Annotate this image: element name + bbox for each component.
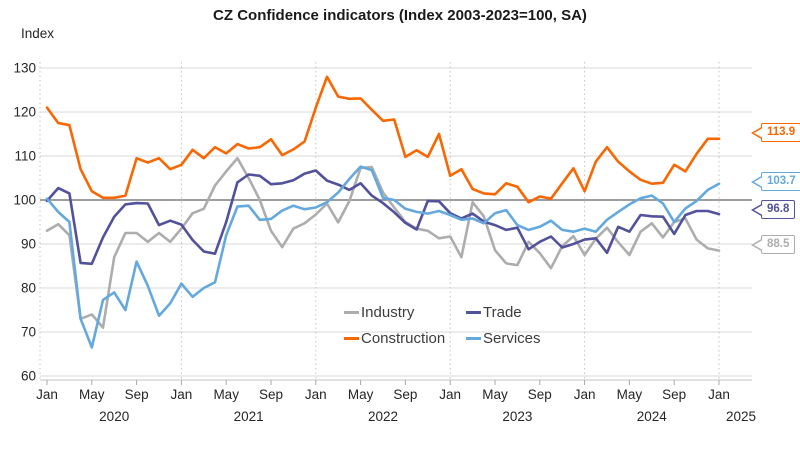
x-tick-label: Jan	[708, 387, 730, 402]
x-year-label: 2023	[502, 409, 532, 424]
x-year-label: 2022	[368, 409, 398, 424]
x-tick-label: Jan	[171, 387, 193, 402]
x-tick-label: May	[213, 387, 239, 402]
x-year-label: 2024	[637, 409, 668, 424]
y-tick-label: 110	[14, 149, 36, 164]
callout-value-trade: 96.8	[761, 200, 796, 219]
services-line-marker-icon	[466, 336, 481, 340]
x-year-label: 2021	[234, 409, 264, 424]
callout-construction: 113.9	[750, 123, 800, 142]
x-tick-label: Sep	[393, 387, 417, 402]
callout-arrow-icon	[751, 126, 763, 139]
industry-line-marker-icon	[344, 310, 359, 314]
legend-item-services: Services	[466, 325, 541, 351]
callout-value-industry: 88.5	[761, 235, 796, 254]
x-tick-label: Sep	[662, 387, 686, 402]
y-tick-label: 60	[21, 369, 36, 384]
callout-trade: 96.8	[750, 200, 796, 219]
legend-label-industry: Industry	[361, 303, 415, 321]
x-tick-label: Jan	[439, 387, 461, 402]
series-line-services	[45, 165, 721, 349]
series-line-industry	[45, 156, 721, 329]
series-line-trade	[45, 169, 721, 266]
x-year-label: 2025	[726, 409, 756, 424]
x-tick-label: May	[482, 387, 508, 402]
legend-label-construction: Construction	[361, 329, 446, 347]
x-tick-label: Jan	[305, 387, 327, 402]
chart-legend: Industry Trade Construction Services	[344, 299, 541, 351]
legend-item-construction: Construction	[344, 325, 466, 351]
legend-label-trade: Trade	[483, 303, 522, 321]
callout-arrow-icon	[751, 238, 763, 251]
legend-item-trade: Trade	[466, 299, 541, 325]
x-tick-label: Jan	[574, 387, 596, 402]
y-axis-title: Index	[21, 26, 55, 41]
x-year-label: 2020	[99, 409, 129, 424]
y-tick-label: 120	[13, 105, 36, 120]
x-tick-label: May	[348, 387, 374, 402]
x-tick-label: Jan	[36, 387, 58, 402]
trade-line-marker-icon	[466, 310, 481, 314]
series-line-construction	[45, 75, 721, 204]
legend-item-industry: Industry	[344, 299, 466, 325]
legend-label-services: Services	[483, 329, 541, 347]
callout-services: 103.7	[750, 172, 800, 191]
y-tick-label: 90	[21, 237, 36, 252]
callout-value-construction: 113.9	[761, 123, 800, 142]
callout-value-services: 103.7	[761, 172, 800, 191]
construction-line-marker-icon	[344, 336, 359, 340]
y-tick-label: 100	[13, 193, 36, 208]
callout-arrow-icon	[751, 175, 763, 188]
y-tick-label: 80	[21, 281, 36, 296]
chart-title: CZ Confidence indicators (Index 2003-202…	[213, 7, 587, 24]
y-tick-label: 130	[13, 61, 36, 76]
x-tick-label: Sep	[528, 387, 552, 402]
x-tick-label: Sep	[125, 387, 149, 402]
callout-industry: 88.5	[750, 235, 796, 254]
callout-arrow-icon	[751, 203, 763, 216]
y-tick-label: 70	[21, 325, 36, 340]
x-tick-label: Sep	[259, 387, 283, 402]
x-tick-label: May	[617, 387, 643, 402]
x-tick-label: May	[79, 387, 105, 402]
